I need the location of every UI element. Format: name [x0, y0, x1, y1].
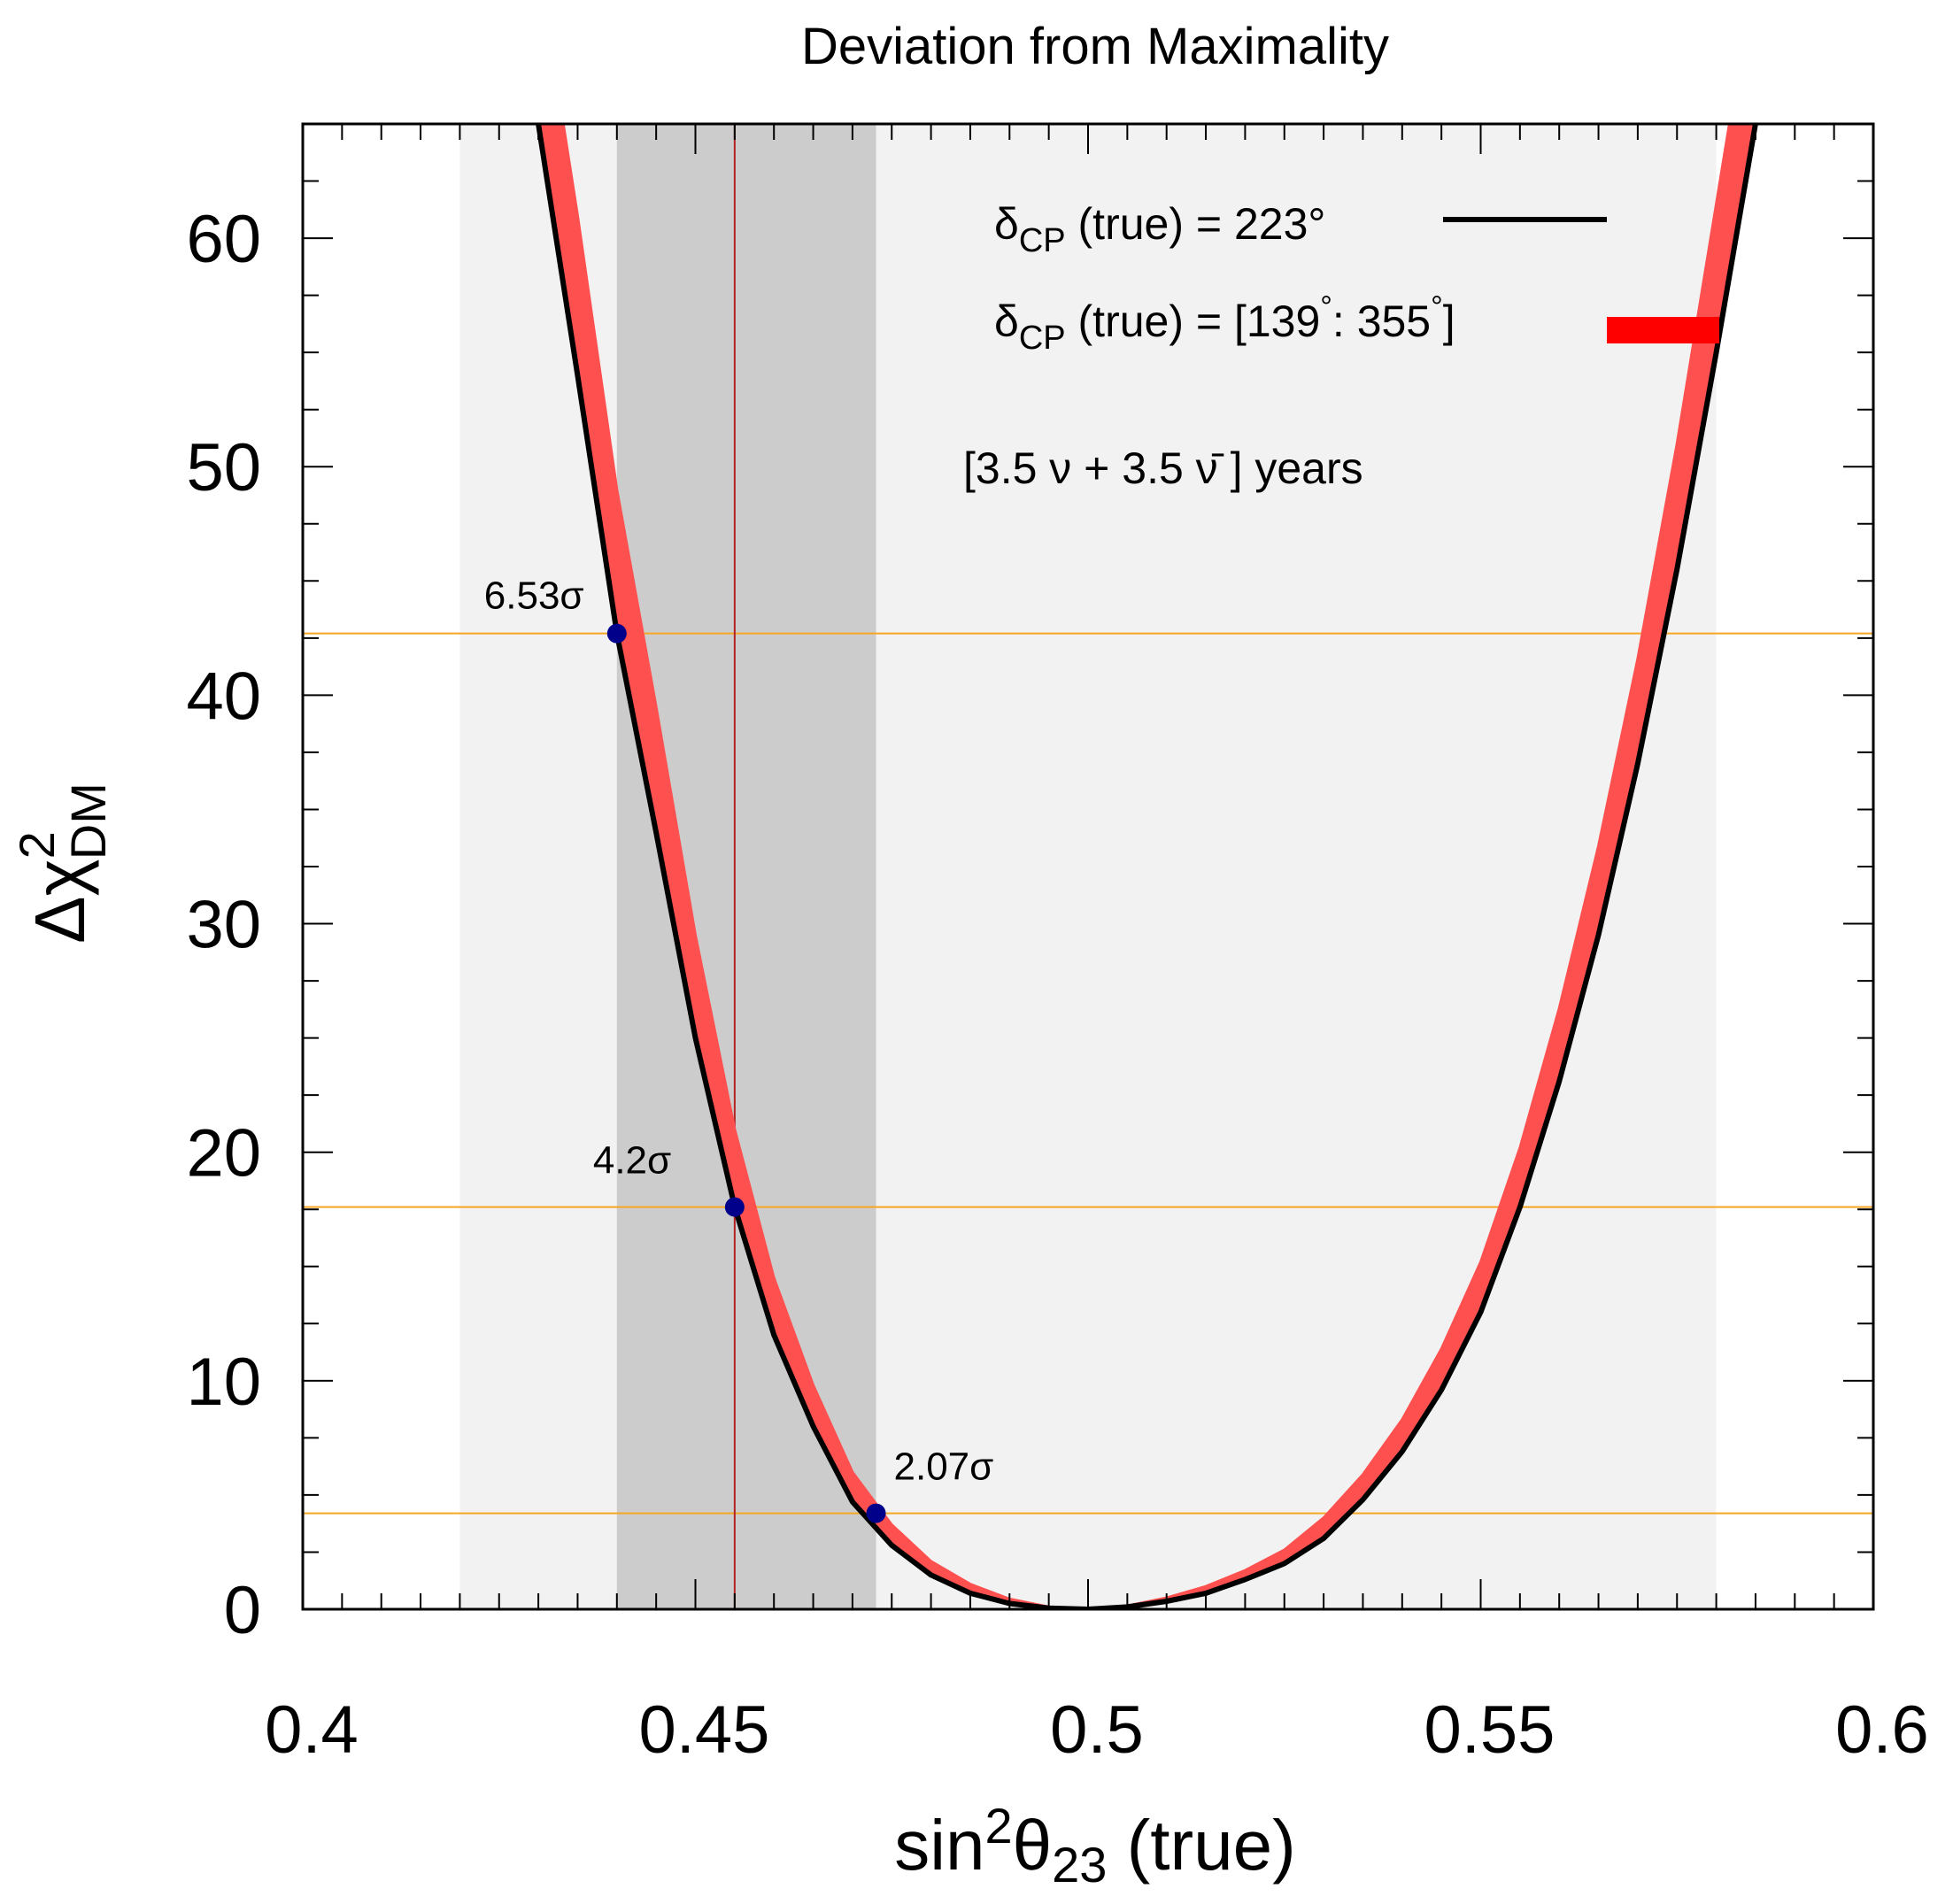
- sigma-point-1: [606, 623, 627, 644]
- legend-entry-2: δCP (true) = [139°: 355°]: [994, 290, 1455, 357]
- y-tick-label: 40: [186, 659, 261, 734]
- x-tick-label: 0.6: [1835, 1692, 1929, 1768]
- dark-band: [616, 124, 876, 1609]
- legend: δCP (true) = 223° δCP (true) = [139°: 35…: [963, 199, 1719, 493]
- y-tick-label: 10: [186, 1345, 261, 1420]
- tick-marks: [302, 123, 1874, 1610]
- sigma-point-3: [866, 1503, 886, 1523]
- plot-area: 6.53σ 4.2σ 2.07σ: [301, 122, 1875, 1611]
- sigma-point-2: [724, 1197, 745, 1217]
- legend-entry-1: δCP (true) = 223°: [994, 199, 1325, 259]
- exposure-label: [3.5 ν + 3.5 ν̄ ] years: [963, 443, 1363, 493]
- y-axis-label: Δχ2DM: [9, 782, 116, 944]
- plot-frame: [301, 122, 1875, 1611]
- y-tick-label: 0: [224, 1573, 261, 1648]
- chart-title: Deviation from Maximality: [801, 18, 1389, 75]
- y-tick-label: 30: [186, 888, 261, 963]
- x-tick-label: 0.5: [1050, 1692, 1144, 1768]
- y-tick-label: 20: [186, 1116, 261, 1191]
- x-tick-labels: 0.4 0.45 0.5 0.55 0.6: [265, 1692, 1929, 1768]
- x-tick-label: 0.4: [265, 1692, 359, 1768]
- legend-swatch-red: [1607, 317, 1719, 343]
- y-tick-label: 60: [186, 202, 261, 277]
- x-axis-label: sin2θ23 (true): [894, 1798, 1296, 1892]
- sigma-label-2: 4.2σ: [593, 1139, 671, 1183]
- y-tick-label: 50: [186, 430, 261, 505]
- horizontal-lines: [303, 632, 1873, 1515]
- sigma-points: 6.53σ 4.2σ 2.07σ: [484, 574, 994, 1523]
- x-tick-label: 0.55: [1424, 1692, 1555, 1768]
- sigma-label-3: 2.07σ: [894, 1445, 994, 1489]
- x-tick-label: 0.45: [639, 1692, 770, 1768]
- y-tick-labels: 0 10 20 30 40 50 60: [186, 202, 261, 1648]
- sigma-label-1: 6.53σ: [484, 574, 584, 618]
